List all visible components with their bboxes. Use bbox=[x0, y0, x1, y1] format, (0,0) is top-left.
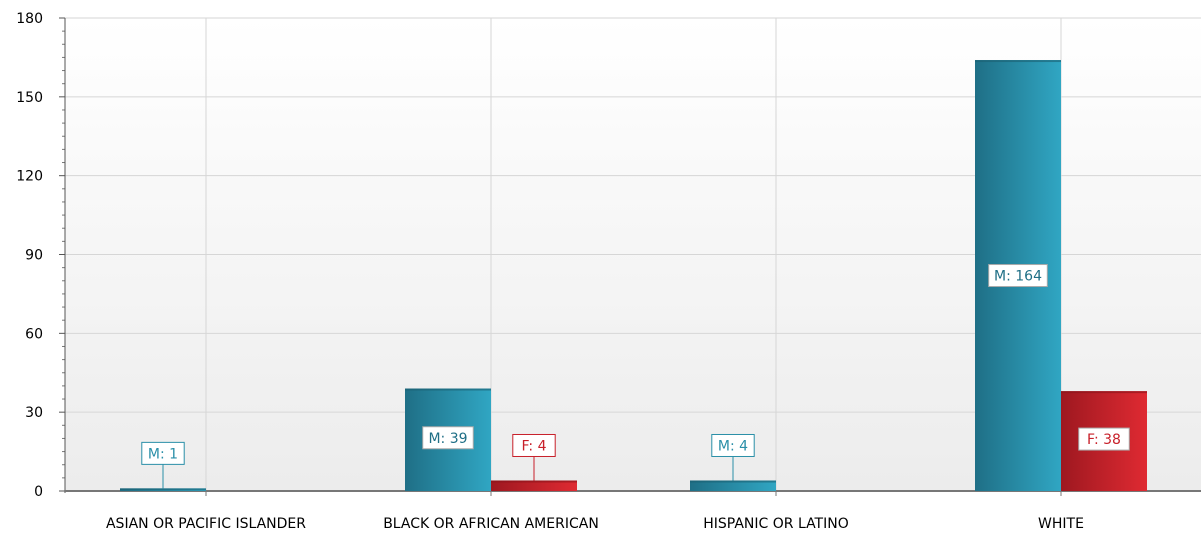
x-category-label: ASIAN OR PACIFIC ISLANDER bbox=[106, 516, 306, 532]
y-tick-label: 180 bbox=[16, 11, 43, 27]
bar-top-edge bbox=[690, 480, 776, 483]
y-tick-label: 60 bbox=[25, 326, 43, 342]
data-label-box bbox=[1078, 427, 1130, 451]
axes: 0 30 60 90 120 150 180 ASIAN OR PACIFIC ISLANDE… bbox=[16, 11, 1201, 532]
y-tick-label: 0 bbox=[34, 484, 43, 500]
y-tick-label: 30 bbox=[25, 405, 43, 421]
data-label: F: 38 bbox=[1087, 432, 1121, 448]
bar-top-edge bbox=[405, 388, 491, 391]
y-tick-label: 120 bbox=[16, 169, 43, 185]
data-label: F: 4 bbox=[521, 438, 546, 454]
data-label: M: 39 bbox=[428, 431, 467, 447]
data-label-box bbox=[988, 264, 1048, 288]
y-tick-label: 150 bbox=[16, 90, 43, 106]
data-label-box bbox=[141, 441, 185, 465]
bar-top-edge bbox=[120, 488, 206, 491]
x-category-label: HISPANIC OR LATINO bbox=[703, 516, 848, 532]
data-label-box bbox=[512, 433, 556, 457]
bar-top-edge bbox=[975, 60, 1061, 63]
data-label-box bbox=[422, 426, 474, 450]
bar-top-edge bbox=[491, 480, 577, 483]
bar bbox=[690, 480, 776, 491]
y-tick-label: 90 bbox=[25, 248, 43, 264]
bar-top-edge bbox=[1061, 391, 1147, 394]
data-labels: M: 1 M: 39 M: 4 M: 164 F: 4 F: 38 bbox=[141, 264, 1130, 489]
bar bbox=[491, 480, 577, 491]
x-category-label: WHITE bbox=[1038, 516, 1084, 532]
x-category-label: BLACK OR AFRICAN AMERICAN bbox=[383, 516, 599, 532]
data-label: M: 164 bbox=[994, 269, 1042, 285]
data-label-box bbox=[711, 433, 755, 457]
data-label: M: 1 bbox=[148, 446, 178, 462]
data-label: M: 4 bbox=[718, 438, 748, 454]
